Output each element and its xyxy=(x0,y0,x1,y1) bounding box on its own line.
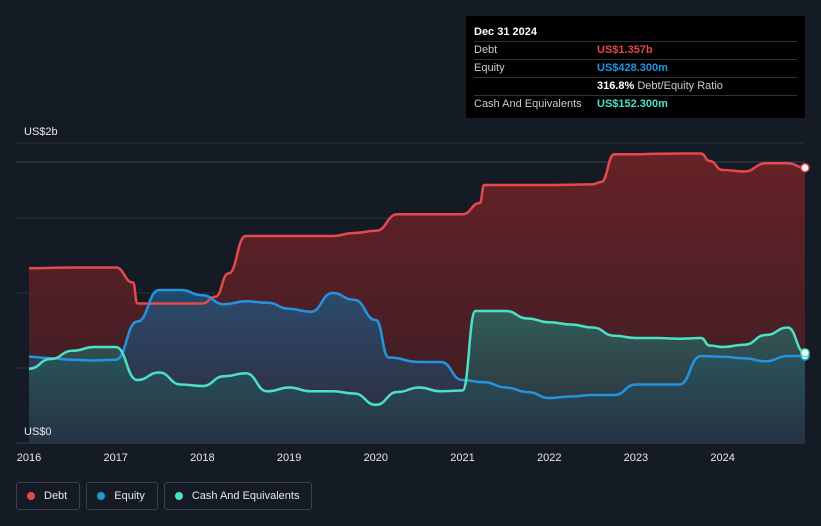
tooltip-label: Equity xyxy=(474,62,505,74)
tooltip-panel: Dec 31 2024 Debt US$1.357b Equity US$428… xyxy=(466,16,805,118)
x-tick-label: 2021 xyxy=(450,452,474,464)
cash-series-line xyxy=(28,309,806,407)
tooltip-value: US$428.300m xyxy=(597,62,668,74)
tooltip-row-cash: Cash And Equivalents US$152.300m xyxy=(474,95,797,113)
tooltip-date: Dec 31 2024 xyxy=(474,26,537,38)
legend-label: Debt xyxy=(44,490,68,502)
cash-area xyxy=(29,311,805,443)
y-axis-bottom-label: US$0 xyxy=(24,426,52,438)
x-tick-label: 2024 xyxy=(710,452,734,464)
x-tick-label: 2016 xyxy=(17,452,41,464)
legend-item-equity[interactable]: Equity xyxy=(86,482,158,510)
line-layer xyxy=(28,152,810,407)
cash-end-marker xyxy=(800,348,810,358)
debt-series-line xyxy=(28,152,806,305)
debt-dot-icon xyxy=(27,492,35,500)
x-tick-label: 2019 xyxy=(277,452,301,464)
x-tick-label: 2022 xyxy=(537,452,561,464)
x-tick-label: 2020 xyxy=(364,452,388,464)
equity-series-line xyxy=(28,288,805,400)
tooltip-row-debt: Debt US$1.357b xyxy=(474,41,797,59)
x-tick-label: 2017 xyxy=(103,452,127,464)
legend-item-debt[interactable]: Debt xyxy=(16,482,81,510)
area-layer xyxy=(29,153,805,443)
tooltip-label: Debt xyxy=(474,44,498,56)
chart-legend: Debt Equity Cash And Equivalents xyxy=(16,482,313,510)
x-tick-label: 2018 xyxy=(190,452,214,464)
axis-layer: 2016 2017 2018 2019 2020 2021 2022 2023 2024 xyxy=(17,452,735,464)
debt-end-marker xyxy=(800,163,810,173)
legend-item-cash[interactable]: Cash And Equivalents xyxy=(163,482,313,510)
tooltip-row-equity: Equity US$428.300m xyxy=(474,59,797,77)
cash-dot-icon xyxy=(174,492,183,500)
legend-label: Equity xyxy=(114,490,145,502)
tooltip-label: Cash And Equivalents xyxy=(474,98,582,110)
tooltip-ratio-caption: Debt/Equity Ratio xyxy=(637,80,723,92)
legend-label: Cash And Equivalents xyxy=(191,490,300,502)
tooltip-value: 316.8% xyxy=(597,80,635,92)
tooltip-value: US$152.300m xyxy=(597,98,668,110)
tooltip-label xyxy=(474,78,597,95)
tooltip-value: US$1.357b xyxy=(597,44,653,56)
y-axis-top-label: US$2b xyxy=(24,126,58,138)
equity-dot-icon xyxy=(97,492,106,500)
x-tick-label: 2023 xyxy=(624,452,648,464)
tooltip-row-ratio: 316.8% Debt/Equity Ratio xyxy=(474,77,797,95)
